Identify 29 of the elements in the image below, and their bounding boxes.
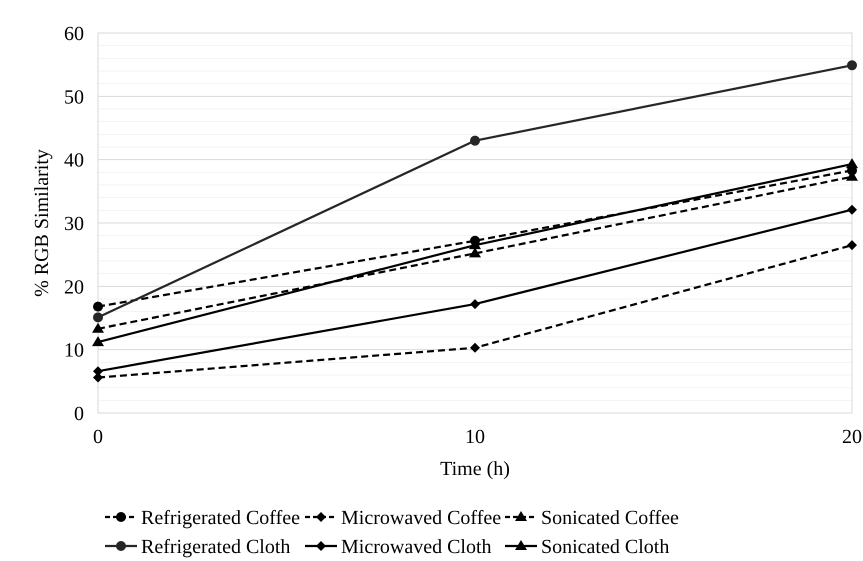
y-tick-label: 10 xyxy=(64,340,84,362)
y-tick-label: 0 xyxy=(74,403,84,425)
legend-label: Microwaved Cloth xyxy=(341,536,492,558)
y-tick-label: 60 xyxy=(64,23,84,45)
point xyxy=(846,158,858,168)
x-tick-label: 10 xyxy=(465,426,485,448)
x-axis-title: Time (h) xyxy=(440,458,510,480)
point xyxy=(470,136,480,146)
legend-label: Refrigerated Cloth xyxy=(141,536,290,558)
point xyxy=(847,60,857,70)
y-tick-label: 40 xyxy=(64,150,84,172)
y-tick-label: 20 xyxy=(64,276,84,298)
legend-label: Refrigerated Coffee xyxy=(141,507,300,529)
point xyxy=(93,302,103,312)
point xyxy=(847,204,857,215)
point xyxy=(470,299,480,310)
x-tick-label: 0 xyxy=(93,426,103,448)
point xyxy=(92,322,104,333)
point xyxy=(92,336,104,346)
legend-label: Sonicated Coffee xyxy=(541,507,680,529)
y-tick-label: 30 xyxy=(64,213,84,235)
y-axis-title: % RGB Similarity xyxy=(31,149,53,297)
point xyxy=(470,342,480,353)
point xyxy=(93,312,103,322)
x-tick-label: 20 xyxy=(842,426,862,448)
legend-label: Sonicated Cloth xyxy=(541,536,670,558)
y-tick-label: 50 xyxy=(64,86,84,108)
legend-label: Microwaved Coffee xyxy=(341,507,502,529)
point xyxy=(847,240,857,250)
